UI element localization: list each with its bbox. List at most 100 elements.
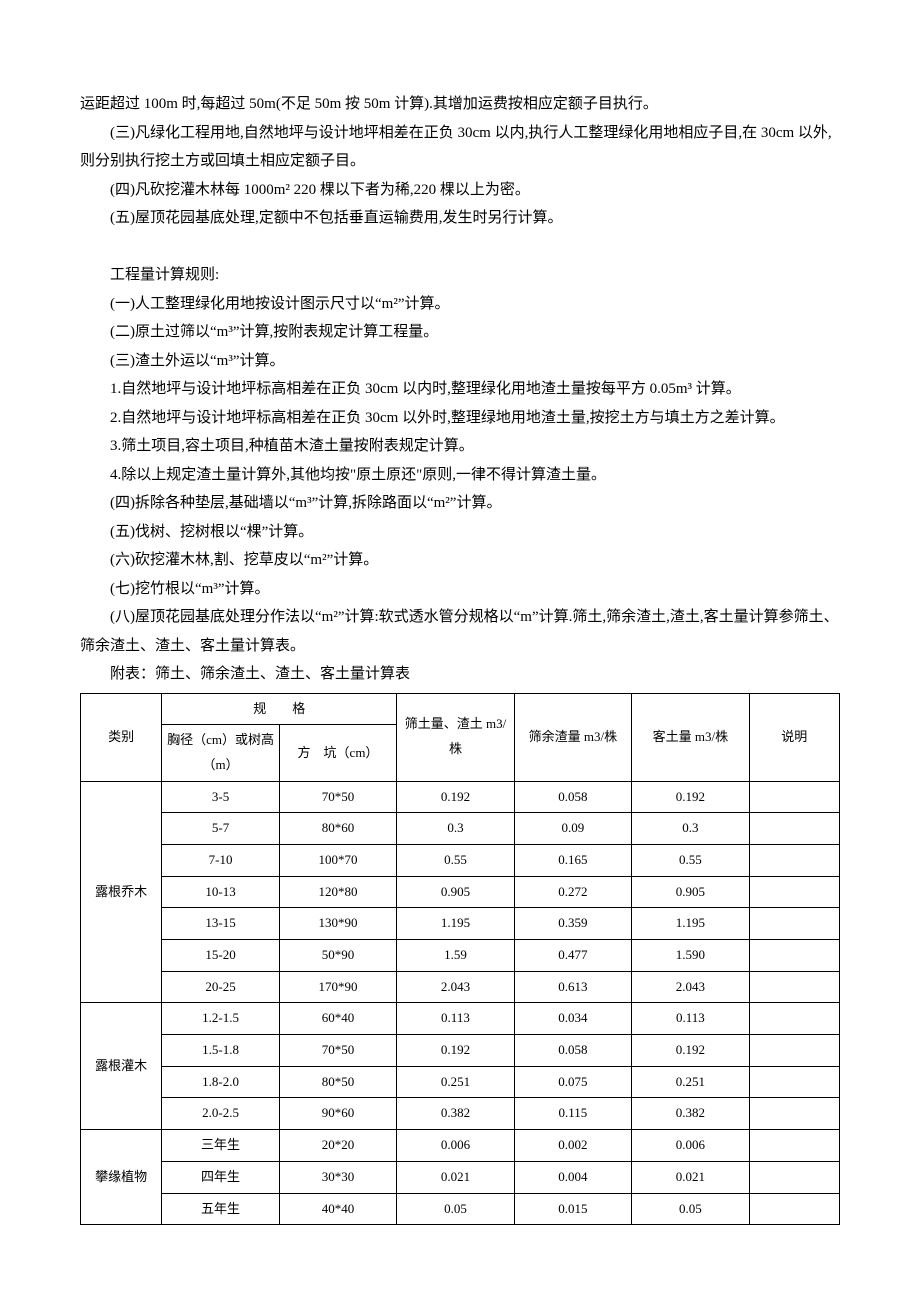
cell: 50*90: [279, 940, 396, 972]
th-remark: 说明: [749, 693, 839, 781]
cell: [749, 876, 839, 908]
cell: 0.021: [632, 1161, 749, 1193]
th-v3: 客土量 m3/株: [632, 693, 749, 781]
cell: 20-25: [162, 971, 279, 1003]
para-top-1: 运距超过 100m 时,每超过 50m(不足 50m 按 50m 计算).其增加…: [80, 90, 840, 119]
table-row: 1.8-2.080*500.2510.0750.251: [81, 1066, 840, 1098]
table-body: 露根乔木3-570*500.1920.0580.1925-780*600.30.…: [81, 781, 840, 1225]
cell: [749, 940, 839, 972]
table-row: 7-10100*700.550.1650.55: [81, 844, 840, 876]
para-s2-2: (二)原土过筛以“m³”计算,按附表规定计算工程量。: [80, 318, 840, 347]
cell: 0.006: [397, 1130, 514, 1162]
cell: 0.09: [514, 813, 631, 845]
cell: 0.05: [632, 1193, 749, 1225]
cell: 80*60: [279, 813, 396, 845]
cell-category: 露根灌木: [81, 1003, 162, 1130]
cell: 0.477: [514, 940, 631, 972]
cell: 10-13: [162, 876, 279, 908]
cell: 0.251: [397, 1066, 514, 1098]
para-top-2: (三)凡绿化工程用地,自然地坪与设计地坪相差在正负 30cm 以内,执行人工整理…: [80, 119, 840, 176]
cell: 0.034: [514, 1003, 631, 1035]
cell: 2.043: [632, 971, 749, 1003]
para-s2-0: 工程量计算规则:: [80, 261, 840, 290]
cell: 0.165: [514, 844, 631, 876]
cell: 130*90: [279, 908, 396, 940]
cell: 0.192: [397, 781, 514, 813]
cell: [749, 813, 839, 845]
cell: 170*90: [279, 971, 396, 1003]
para-top-4: (五)屋顶花园基底处理,定额中不包括垂直运输费用,发生时另行计算。: [80, 204, 840, 233]
cell: 1.195: [632, 908, 749, 940]
th-category: 类别: [81, 693, 162, 781]
para-s2-10: (六)砍挖灌木林,割、挖草皮以“m²”计算。: [80, 546, 840, 575]
table-row: 攀缘植物三年生20*200.0060.0020.006: [81, 1130, 840, 1162]
para-s2-4: 1.自然地坪与设计地坪标高相差在正负 30cm 以内时,整理绿化用地渣土量按每平…: [80, 375, 840, 404]
cell: [749, 844, 839, 876]
table-header-row-1: 类别 规 格 筛土量、渣土 m3/株 筛余渣量 m3/株 客土量 m3/株 说明: [81, 693, 840, 725]
cell: 0.115: [514, 1098, 631, 1130]
cell: 0.272: [514, 876, 631, 908]
table-row: 13-15130*901.1950.3591.195: [81, 908, 840, 940]
table-row: 1.5-1.870*500.1920.0580.192: [81, 1035, 840, 1067]
cell: 0.113: [397, 1003, 514, 1035]
cell: 0.05: [397, 1193, 514, 1225]
table-row: 10-13120*800.9050.2720.905: [81, 876, 840, 908]
para-s2-5: 2.自然地坪与设计地坪标高相差在正负 30cm 以外时,整理绿地用地渣土量,按挖…: [80, 404, 840, 433]
cell: 0.075: [514, 1066, 631, 1098]
cell: 0.382: [632, 1098, 749, 1130]
cell: 100*70: [279, 844, 396, 876]
para-s2-11: (七)挖竹根以“m³”计算。: [80, 575, 840, 604]
para-top-3: (四)凡砍挖灌木林每 1000m² 220 棵以下者为稀,220 棵以上为密。: [80, 176, 840, 205]
cell-category: 攀缘植物: [81, 1130, 162, 1225]
para-s2-3: (三)渣土外运以“m³”计算。: [80, 347, 840, 376]
cell: [749, 1003, 839, 1035]
table-row: 五年生40*400.050.0150.05: [81, 1193, 840, 1225]
cell: 0.3: [397, 813, 514, 845]
table-row: 四年生30*300.0210.0040.021: [81, 1161, 840, 1193]
cell: 0.058: [514, 1035, 631, 1067]
cell: [749, 1130, 839, 1162]
para-s2-1: (一)人工整理绿化用地按设计图示尺寸以“m²”计算。: [80, 290, 840, 319]
cell: 0.55: [397, 844, 514, 876]
cell: 0.905: [632, 876, 749, 908]
th-spec-group: 规 格: [162, 693, 397, 725]
cell: 3-5: [162, 781, 279, 813]
cell: 20*20: [279, 1130, 396, 1162]
cell: [749, 1066, 839, 1098]
para-s2-7: 4.除以上规定渣土量计算外,其他均按"原土原还"原则,一律不得计算渣土量。: [80, 461, 840, 490]
table-row: 5-780*600.30.090.3: [81, 813, 840, 845]
cell: 0.382: [397, 1098, 514, 1130]
cell: [749, 971, 839, 1003]
cell: 0.192: [397, 1035, 514, 1067]
calculation-table: 类别 规 格 筛土量、渣土 m3/株 筛余渣量 m3/株 客土量 m3/株 说明…: [80, 693, 840, 1226]
cell: 0.613: [514, 971, 631, 1003]
table-row: 露根灌木1.2-1.560*400.1130.0340.113: [81, 1003, 840, 1035]
cell: [749, 1193, 839, 1225]
cell: 1.2-1.5: [162, 1003, 279, 1035]
cell: 五年生: [162, 1193, 279, 1225]
para-s2-12: (八)屋顶花园基底处理分作法以“m²”计算:软式透水管分规格以“m”计算.筛土,…: [80, 603, 840, 660]
cell: 70*50: [279, 1035, 396, 1067]
table-row: 露根乔木3-570*500.1920.0580.192: [81, 781, 840, 813]
table-row: 20-25170*902.0430.6132.043: [81, 971, 840, 1003]
para-s2-8: (四)拆除各种垫层,基础墙以“m³”计算,拆除路面以“m²”计算。: [80, 489, 840, 518]
cell: [749, 908, 839, 940]
cell: 15-20: [162, 940, 279, 972]
cell: 40*40: [279, 1193, 396, 1225]
blank-line: [80, 233, 840, 262]
cell: 1.59: [397, 940, 514, 972]
th-spec-a: 胸径（cm）或树高（m）: [162, 725, 279, 781]
cell: 0.021: [397, 1161, 514, 1193]
cell: 1.590: [632, 940, 749, 972]
cell: 7-10: [162, 844, 279, 876]
cell: [749, 1098, 839, 1130]
cell: 90*60: [279, 1098, 396, 1130]
table-row: 15-2050*901.590.4771.590: [81, 940, 840, 972]
cell: 2.0-2.5: [162, 1098, 279, 1130]
cell-category: 露根乔木: [81, 781, 162, 1003]
th-v1: 筛土量、渣土 m3/株: [397, 693, 514, 781]
cell: [749, 781, 839, 813]
cell: 四年生: [162, 1161, 279, 1193]
cell: 0.004: [514, 1161, 631, 1193]
cell: 1.5-1.8: [162, 1035, 279, 1067]
